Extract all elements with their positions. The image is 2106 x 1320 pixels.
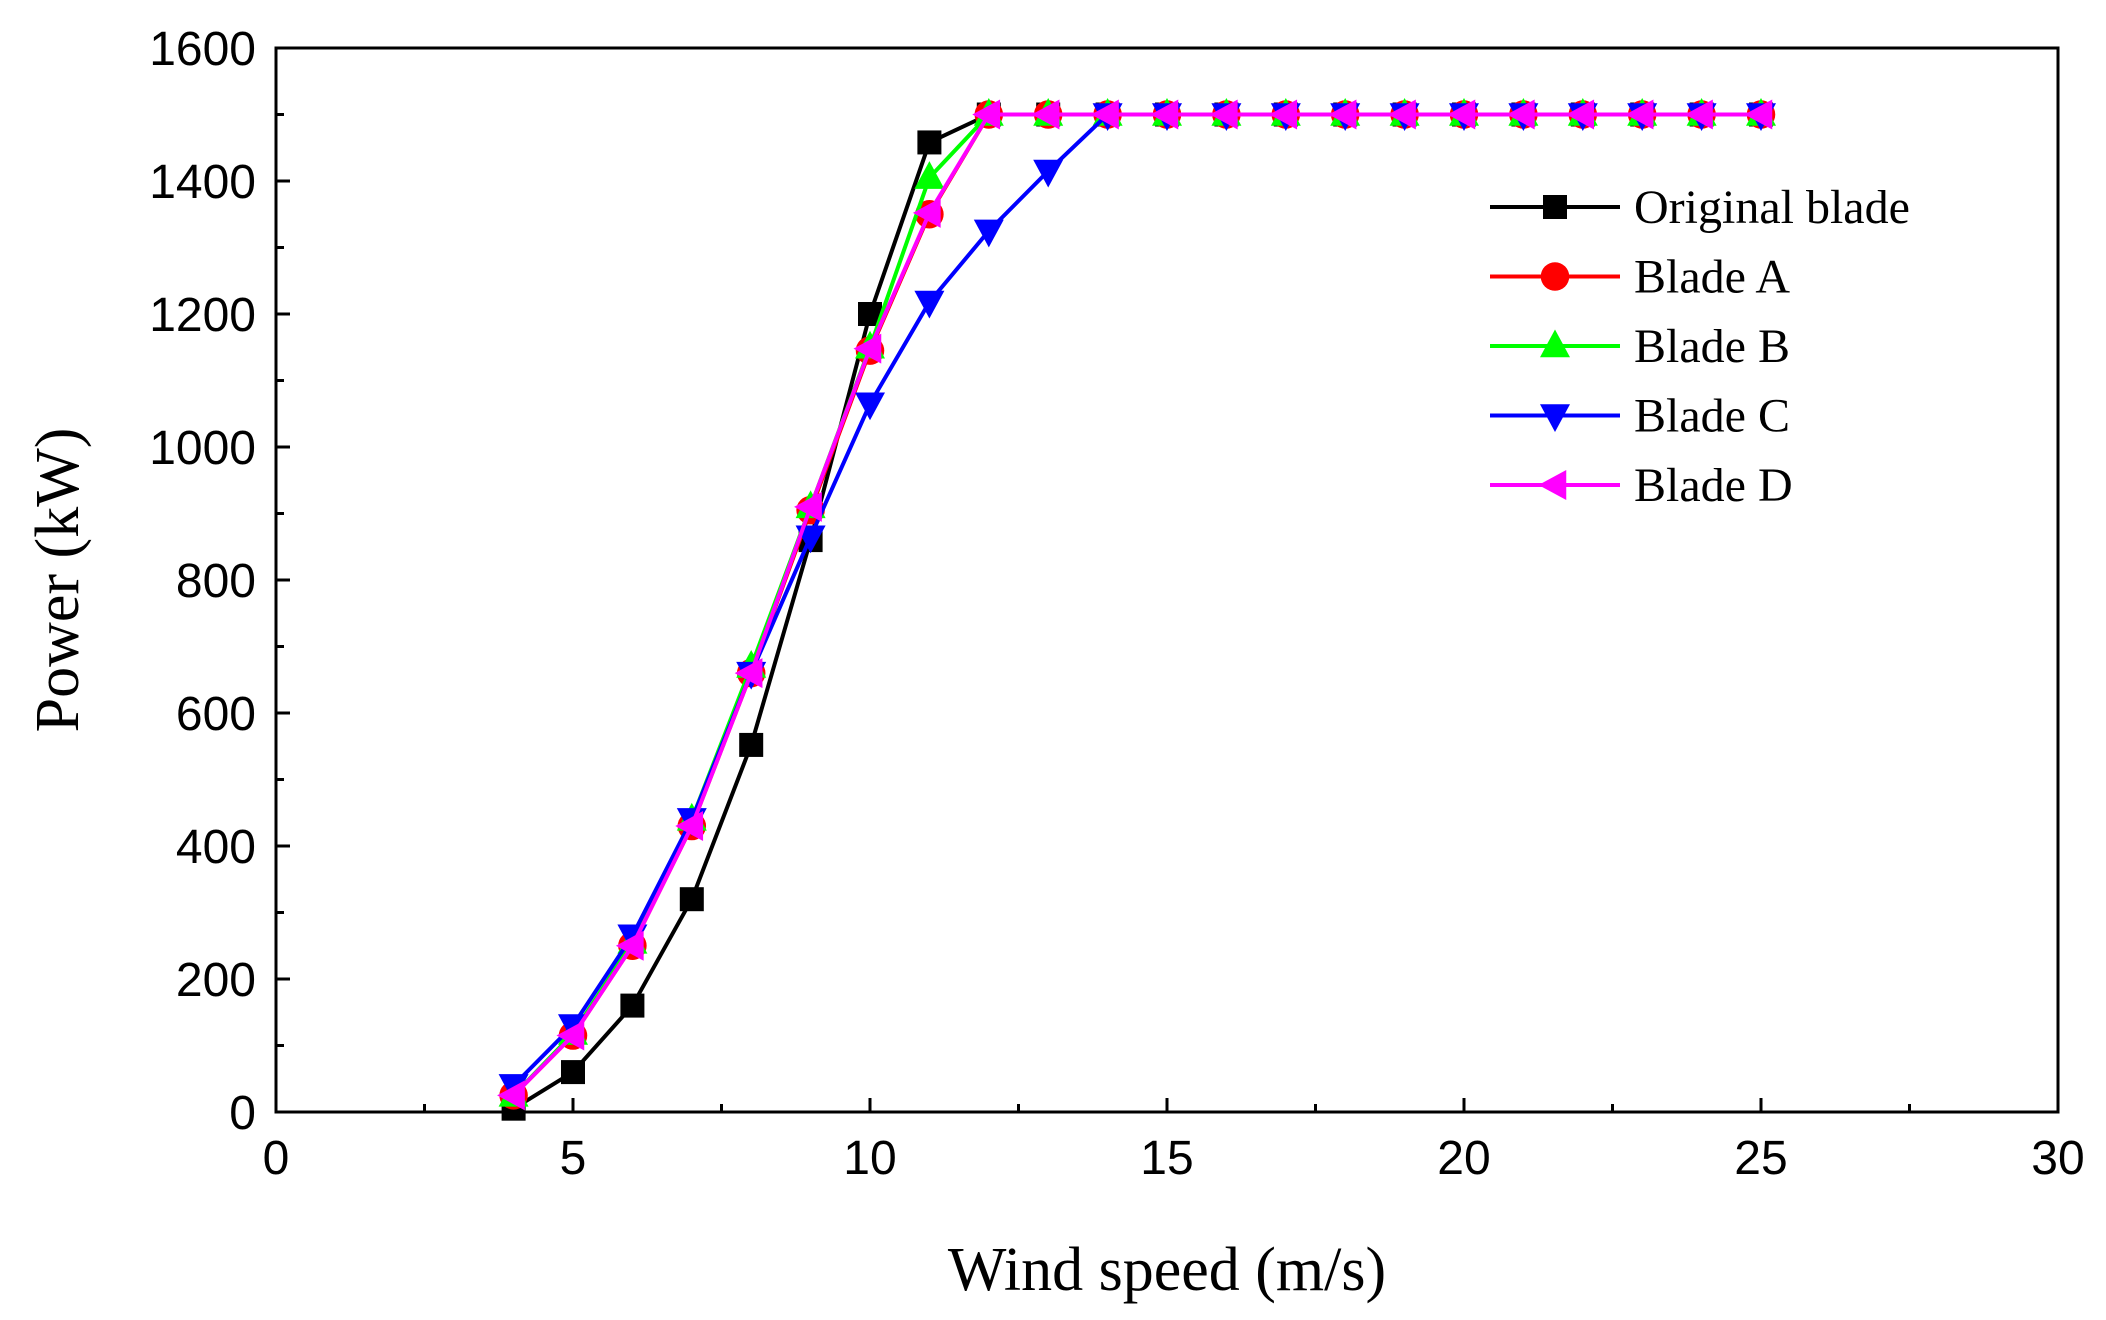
blade-d-point xyxy=(972,99,1001,130)
original-blade-point xyxy=(561,1060,585,1085)
legend-label: Blade A xyxy=(1634,251,1790,304)
original-blade-point xyxy=(620,993,645,1018)
y-axis-title: Power (kW) xyxy=(24,428,92,733)
ticks-layer: 0 5 10 15 20 25 30 0 200 400 600 800 1000 1200 1400 160… xyxy=(149,23,2084,1185)
blade-d-point xyxy=(1506,99,1535,130)
legend-swatch-marker xyxy=(1540,262,1570,291)
blade-d-point xyxy=(794,491,822,522)
x-tick-label: 20 xyxy=(1437,1132,1490,1185)
y-tick-label: 800 xyxy=(176,555,256,608)
blade-d-point xyxy=(1091,99,1119,130)
y-tick-label: 1000 xyxy=(149,422,256,475)
x-tick-label: 30 xyxy=(2031,1132,2084,1185)
blade-d-point xyxy=(615,930,644,961)
blade-d-point xyxy=(1150,99,1179,130)
blade-d-point xyxy=(497,1080,525,1111)
x-axis-title: Wind speed (m/s) xyxy=(948,1236,1386,1304)
x-tick-label: 5 xyxy=(560,1132,587,1185)
blade-d-point xyxy=(1328,99,1357,130)
blade-d-point xyxy=(1744,99,1773,130)
legend-label: Original blade xyxy=(1634,181,1910,234)
x-tick-label: 25 xyxy=(1734,1132,1787,1185)
x-tick-label: 15 xyxy=(1140,1132,1193,1185)
x-tick-label: 0 xyxy=(263,1132,290,1185)
original-blade-point xyxy=(739,732,764,757)
y-tick-label: 1400 xyxy=(149,156,256,209)
blade-c-point xyxy=(855,392,885,421)
y-tick-label: 0 xyxy=(229,1087,256,1140)
blade-d-point xyxy=(675,811,704,842)
blade-c-point xyxy=(914,290,945,319)
x-tick-label: 10 xyxy=(843,1132,896,1185)
blade-d-point xyxy=(1447,99,1476,130)
y-tick-label: 200 xyxy=(176,954,256,1007)
original-blade-point xyxy=(679,887,704,912)
blade-d-point xyxy=(1269,99,1298,130)
blade-d-point xyxy=(556,1020,585,1051)
blade-d-point xyxy=(1209,99,1238,130)
original-blade-point xyxy=(917,130,942,155)
blade-d-line xyxy=(512,112,1761,1097)
legend: Original blade Blade A Blade B Blade C Blade… xyxy=(1490,181,1910,512)
legend-swatch-marker xyxy=(1540,329,1570,358)
blade-d-point xyxy=(1685,99,1713,130)
legend-label: Blade B xyxy=(1634,320,1790,373)
legend-label: Blade C xyxy=(1634,390,1790,443)
legend-item-original-blade: Original blade xyxy=(1490,181,1910,234)
legend-swatch-marker xyxy=(1538,470,1567,500)
blade-d-point xyxy=(853,333,882,364)
blade-d-point xyxy=(1031,99,1060,130)
series-blade-d xyxy=(497,99,1773,1111)
blade-c-point xyxy=(973,219,1004,248)
blade-d-point xyxy=(734,658,763,689)
blade-c-point xyxy=(1033,159,1064,188)
blade-b-point xyxy=(914,161,945,189)
legend-item-blade-d: Blade D xyxy=(1490,459,1793,512)
y-tick-label: 400 xyxy=(176,821,256,874)
legend-swatch-marker xyxy=(1543,195,1567,219)
y-tick-label: 600 xyxy=(176,688,256,741)
blade-d-point xyxy=(912,197,941,228)
blade-d-point xyxy=(1566,99,1595,130)
legend-swatch-marker xyxy=(1540,404,1570,432)
y-tick-label: 1600 xyxy=(149,23,256,76)
legend-item-blade-a: Blade A xyxy=(1490,251,1790,304)
legend-label: Blade D xyxy=(1634,459,1793,512)
y-tick-label: 1200 xyxy=(149,289,256,342)
series-layer xyxy=(497,98,1776,1121)
legend-item-blade-c: Blade C xyxy=(1490,390,1790,443)
legend-item-blade-b: Blade B xyxy=(1490,320,1790,373)
blade-d-point xyxy=(1625,99,1654,130)
blade-d-point xyxy=(1388,99,1416,130)
